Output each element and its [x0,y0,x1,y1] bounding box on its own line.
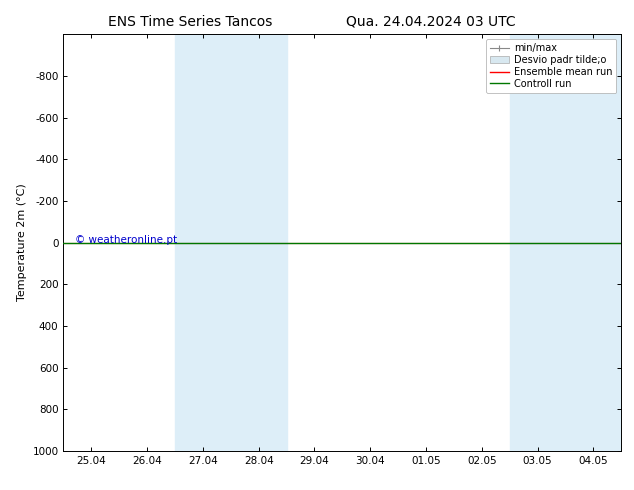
Legend: min/max, Desvio padr tilde;o, Ensemble mean run, Controll run: min/max, Desvio padr tilde;o, Ensemble m… [486,39,616,93]
Text: ENS Time Series Tancos: ENS Time Series Tancos [108,15,273,29]
Bar [175,34,287,451]
Text: © weatheronline.pt: © weatheronline.pt [75,236,177,245]
Text: Qua. 24.04.2024 03 UTC: Qua. 24.04.2024 03 UTC [346,15,516,29]
Bar [510,34,621,451]
Y-axis label: Temperature 2m (°C): Temperature 2m (°C) [17,184,27,301]
